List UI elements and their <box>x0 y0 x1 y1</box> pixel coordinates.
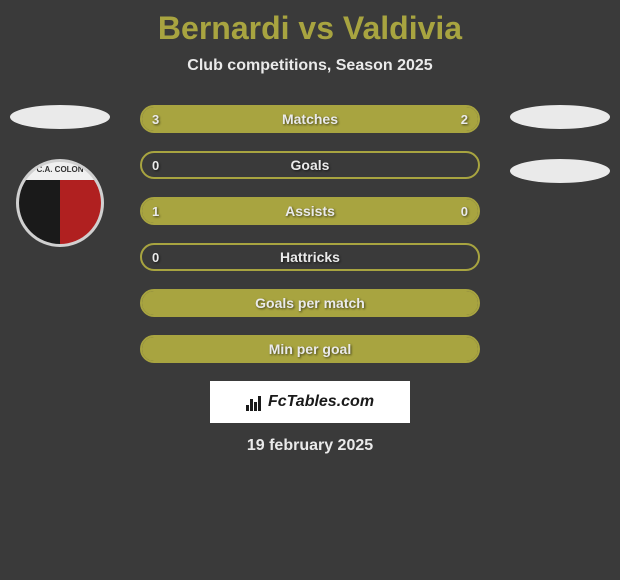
stat-label: Min per goal <box>142 337 478 361</box>
badge-half-right <box>60 180 101 247</box>
bars-chart-icon <box>246 393 262 411</box>
stats-area: C.A. COLON 3 Matches 2 0 Goals <box>0 105 620 363</box>
stat-label: Matches <box>142 107 478 131</box>
stat-row-mpg: Min per goal <box>140 335 480 363</box>
comparison-title: Bernardi vs Valdivia <box>0 0 620 47</box>
stat-label: Goals <box>142 153 478 177</box>
stat-label: Hattricks <box>142 245 478 269</box>
stat-row-matches: 3 Matches 2 <box>140 105 480 133</box>
stat-row-assists: 1 Assists 0 <box>140 197 480 225</box>
brand-text: FcTables.com <box>268 393 374 411</box>
badge-label: C.A. COLON <box>19 165 101 174</box>
right-placeholder-1-icon <box>510 105 610 129</box>
stat-bars: 3 Matches 2 0 Goals 1 Assists 0 <box>140 105 480 363</box>
date-label: 19 february 2025 <box>0 437 620 455</box>
stat-row-gpm: Goals per match <box>140 289 480 317</box>
stat-row-goals: 0 Goals <box>140 151 480 179</box>
stat-row-hattricks: 0 Hattricks <box>140 243 480 271</box>
right-placeholder-2-icon <box>510 159 610 183</box>
left-placeholder-icon <box>10 105 110 129</box>
comparison-card: Bernardi vs Valdivia Club competitions, … <box>0 0 620 580</box>
left-team-column: C.A. COLON <box>10 105 110 247</box>
comparison-subtitle: Club competitions, Season 2025 <box>0 57 620 75</box>
badge-half-left <box>19 180 60 247</box>
stat-value-right: 2 <box>461 107 468 131</box>
stat-label: Goals per match <box>142 291 478 315</box>
stat-value-right: 0 <box>461 199 468 223</box>
left-team-badge: C.A. COLON <box>16 159 104 247</box>
right-team-column <box>510 105 610 183</box>
brand-footer: FcTables.com <box>210 381 410 423</box>
stat-label: Assists <box>142 199 478 223</box>
